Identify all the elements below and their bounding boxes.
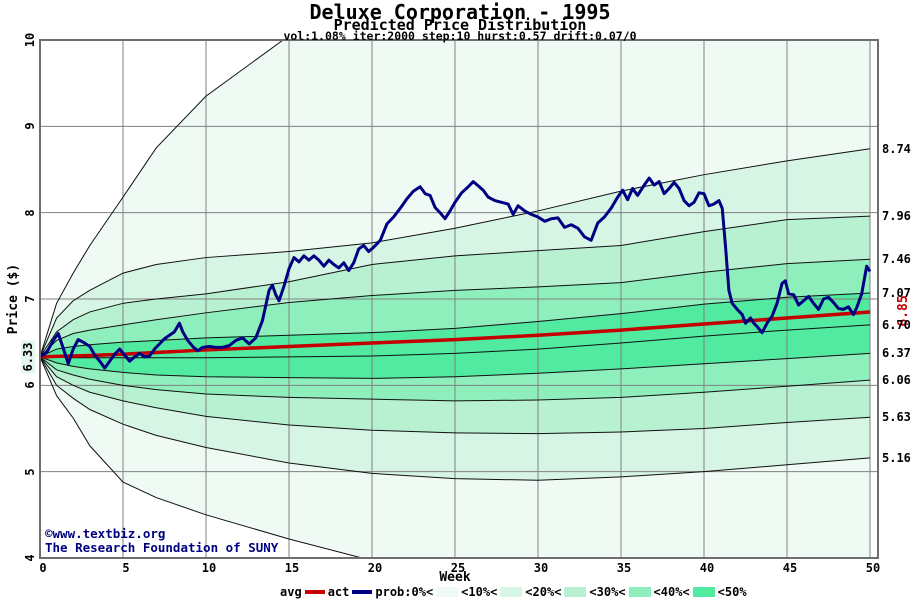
x-tick-40: 40 [699,561,715,575]
x-tick-35: 35 [616,561,632,575]
fan-line-min [40,356,365,558]
right-label-7.46: 7.46 [882,252,911,267]
avg-price-line [40,310,871,359]
fan-line-p70 [40,258,871,358]
legend-swatch-10 [500,587,523,597]
probability-band-p30-p20 [40,356,870,434]
y-tick-9: 9 [23,122,37,130]
legend-label-40: <40%< [653,585,690,599]
right-label-7.07: 7.07 [882,285,911,300]
x-tick-30: 30 [533,561,549,575]
right-label-7.96: 7.96 [882,209,911,224]
legend-label-50: <50% [717,585,747,599]
y-axis-title: Price ($) [6,263,21,335]
legend-label-act: act [327,585,350,599]
fan-line-p80 [40,215,871,358]
legend-label-10: <10%< [461,585,498,599]
legend-swatch-avg [304,590,325,594]
x-tick-20: 20 [367,561,383,575]
x-axis-title: Week [439,570,471,585]
chart-legend: avg act prob:0%< <10%< <20%< <30%< <40%< <50% [280,585,747,599]
fan-line-max [40,40,284,357]
fan-line-p10 [40,356,871,481]
x-tick-10: 10 [201,561,217,575]
right-label-8.74: 8.74 [882,141,911,156]
legend-swatch-act [352,590,373,594]
probability-band-p50-p40 [40,324,870,379]
plot-frame [39,39,879,559]
legend-swatch-prob0 [436,587,459,597]
x-tick-5: 5 [122,561,130,575]
y-tick-4: 4 [23,554,37,562]
fan-line-p50 [40,324,871,359]
fan-line-p90 [40,148,871,358]
legend-swatch-30 [628,587,651,597]
legend-swatch-20 [564,587,587,597]
fan-line-p60 [40,292,871,358]
x-tick-15: 15 [284,561,300,575]
gridlines [39,39,878,559]
watermark-org: The Research Foundation of SUNY [45,540,279,555]
right-label-6.70: 6.70 [882,317,911,332]
x-tick-0: 0 [39,561,47,575]
right-label-5.63: 5.63 [882,410,911,425]
probability-band-p20-p10 [40,356,870,481]
percentile-fan-lines [40,40,871,558]
page-subtitle: Predicted Price Distribution [333,16,587,34]
right-label-5.16: 5.16 [882,450,911,465]
y-tick-7: 7 [23,295,37,303]
x-tick-25: 25 [450,561,466,575]
right-label-6.06: 6.06 [882,373,911,388]
fan-line-p20 [40,356,871,435]
fan-line-p30 [40,356,871,402]
fan-line-p40 [40,352,871,379]
x-tick-45: 45 [782,561,798,575]
legend-label-avg: avg [280,585,302,599]
y-tick-10: 10 [23,32,37,48]
x-tick-50: 50 [865,561,881,575]
y-tick-5: 5 [23,468,37,476]
y-tick-8: 8 [23,209,37,217]
actual-price-line [40,176,872,370]
right-label-6.37: 6.37 [882,346,911,361]
page-title: Deluxe Corporation - 1995 [309,0,611,24]
watermark-url: ©www.textbiz.org [45,526,166,541]
start-price-label: 6.33 [21,340,35,374]
simulation-params: vol:1.08% iter:2000 step:10 hurst:0.57 d… [283,29,637,43]
y-tick-6: 6 [23,381,37,389]
legend-label-30: <30%< [589,585,626,599]
probability-band-p10-min [40,356,870,558]
legend-label-prob0: prob:0%< [375,585,434,599]
legend-swatch-40 [692,587,715,597]
legend-label-20: <20%< [525,585,562,599]
